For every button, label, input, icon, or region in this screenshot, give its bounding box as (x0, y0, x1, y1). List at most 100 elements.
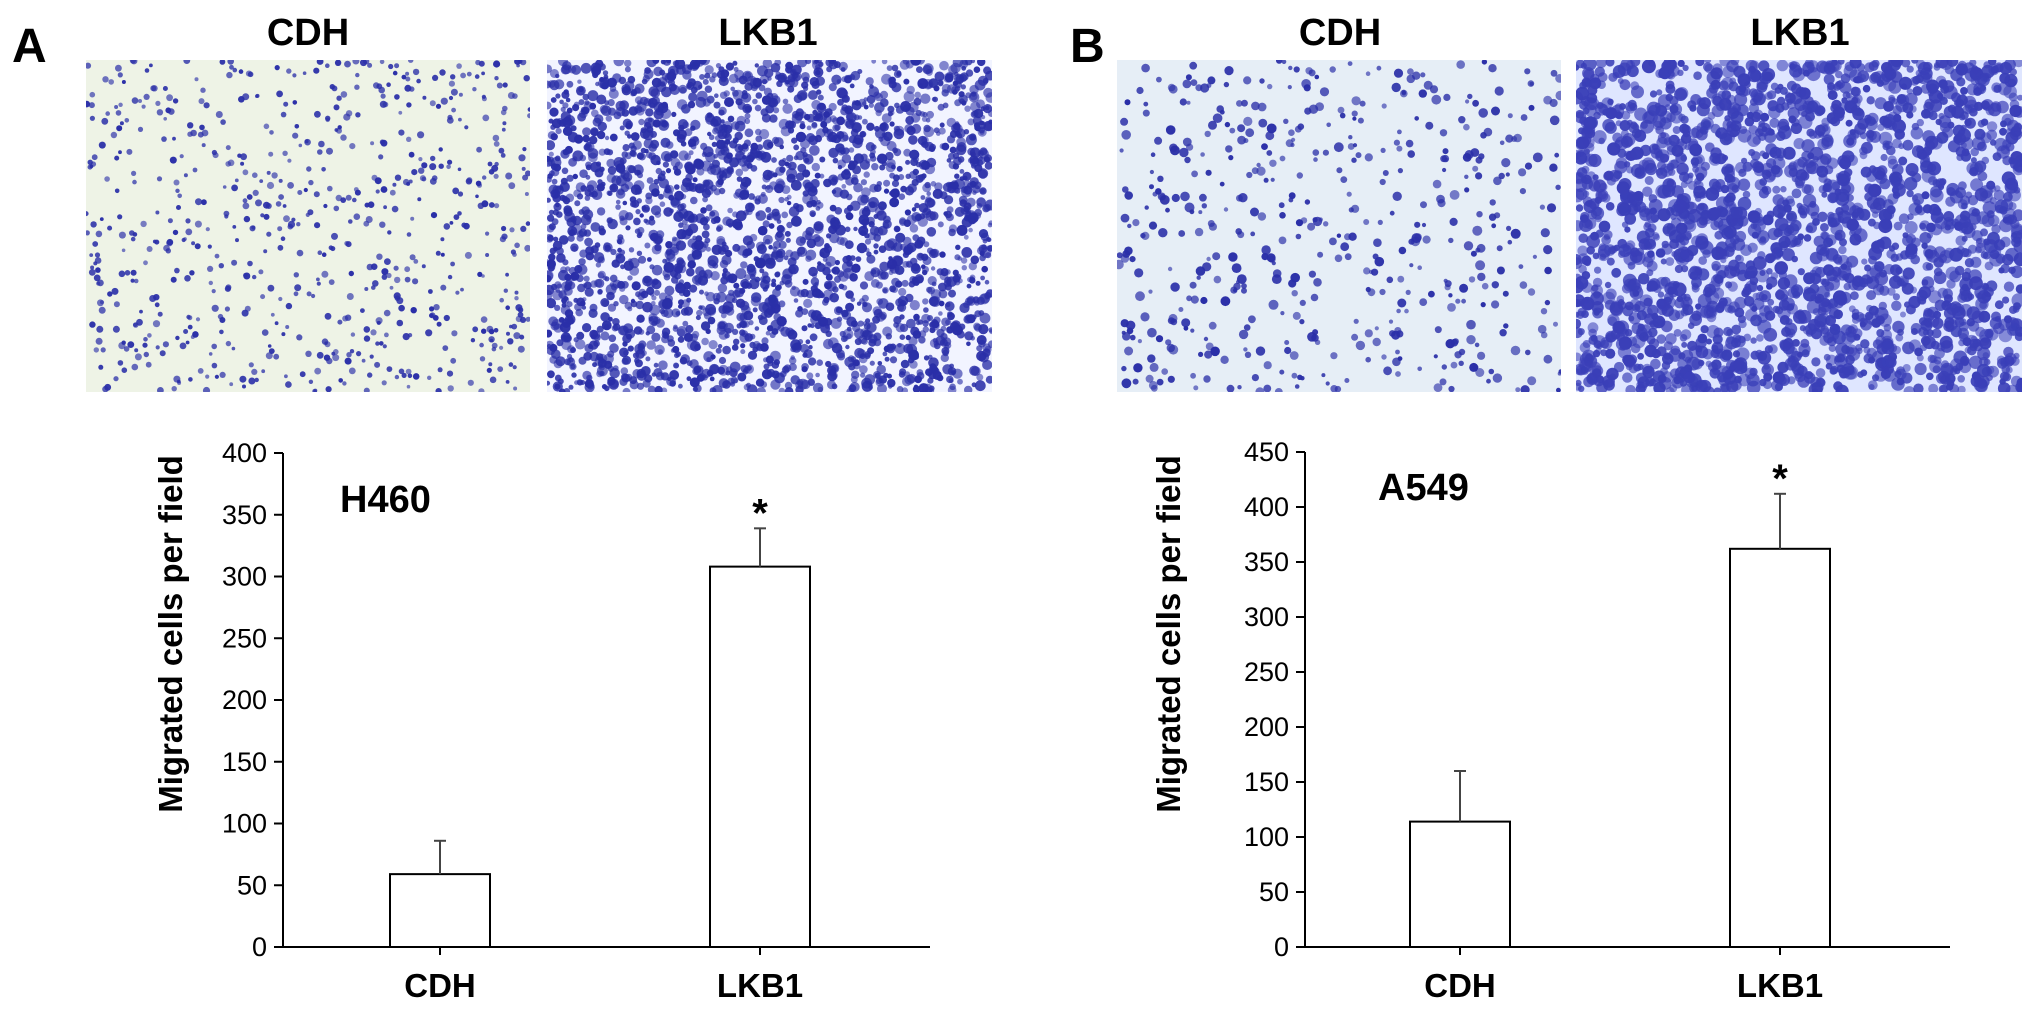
stained-cell (604, 135, 610, 141)
stained-cell (742, 155, 751, 164)
stained-cell (224, 285, 231, 292)
stained-cell (1339, 112, 1346, 119)
stained-cell (851, 370, 860, 379)
stained-cell (314, 110, 321, 118)
stained-cell (812, 60, 823, 71)
stained-cell (981, 265, 988, 273)
stained-cell (705, 246, 711, 252)
stained-cell (584, 195, 591, 201)
stained-cell (500, 153, 506, 158)
stained-cell (627, 134, 632, 139)
stained-cell (1190, 295, 1199, 304)
stained-cell (1363, 267, 1371, 275)
stained-cell (915, 174, 924, 183)
stained-cell (957, 378, 963, 385)
stained-cell (676, 257, 685, 265)
stained-cell (698, 184, 708, 193)
stained-cell (1728, 175, 1736, 183)
stained-cell (114, 188, 120, 194)
stained-cell (281, 332, 286, 337)
stained-cell (895, 298, 904, 307)
stained-cell (852, 361, 861, 370)
stained-cell (622, 387, 631, 392)
stained-cell (1231, 263, 1242, 273)
stained-cell (181, 237, 186, 243)
stained-cell (683, 281, 691, 290)
stained-cell (647, 385, 656, 392)
stained-cell (354, 189, 361, 196)
stained-cell (870, 144, 877, 151)
stained-cell (1182, 79, 1192, 89)
stained-cell (1168, 84, 1178, 94)
stained-cell (153, 294, 160, 301)
stained-cell (1926, 372, 1934, 381)
stained-cell (215, 111, 223, 118)
stained-cell (139, 309, 143, 314)
stained-cell (730, 376, 738, 384)
stained-cell (1257, 102, 1267, 112)
stained-cell (859, 365, 868, 374)
stained-cell (287, 223, 294, 230)
stained-cell (175, 335, 180, 341)
stained-cell (622, 200, 628, 206)
stained-cell (1243, 347, 1248, 352)
stained-cell (548, 118, 554, 124)
stained-cell (786, 221, 793, 229)
stained-cell (680, 182, 691, 193)
stained-cell (816, 201, 824, 209)
stained-cell (502, 121, 507, 126)
stained-cell (783, 255, 789, 261)
stained-cell (692, 386, 699, 392)
stained-cell (838, 271, 849, 282)
stained-cell (962, 60, 968, 66)
stained-cell (808, 345, 813, 350)
stained-cell (586, 382, 595, 390)
stained-cell (643, 275, 651, 284)
stained-cell (969, 133, 977, 141)
stained-cell (1465, 99, 1470, 104)
stained-cell (354, 84, 360, 90)
stained-cell (802, 278, 809, 285)
stained-cell (789, 286, 801, 297)
stained-cell (677, 336, 685, 343)
stained-cell (198, 98, 205, 105)
stained-cell (664, 187, 671, 194)
stained-cell (567, 234, 575, 242)
stained-cell (633, 217, 641, 226)
stained-cell (904, 124, 914, 133)
stained-cell (602, 242, 613, 253)
stained-cell (1900, 311, 1906, 318)
stained-cell (580, 62, 592, 74)
stained-cell (363, 335, 371, 342)
stained-cell (481, 96, 487, 102)
stained-cell (589, 351, 599, 362)
stained-cell (869, 84, 874, 89)
stained-cell (1407, 150, 1415, 158)
stained-cell (121, 248, 126, 253)
stained-cell (207, 244, 212, 249)
stained-cell (1355, 152, 1362, 159)
stained-cell (596, 94, 607, 105)
stained-cell (1407, 68, 1414, 75)
stained-cell (1203, 375, 1211, 383)
stained-cell (967, 118, 975, 126)
stained-cell (118, 270, 126, 278)
stained-cell (362, 60, 370, 65)
stained-cell (278, 296, 283, 302)
stained-cell (413, 259, 419, 264)
stained-cell (1986, 121, 1998, 132)
stained-cell (615, 100, 626, 111)
stained-cell (393, 265, 399, 271)
stained-cell (1906, 111, 1914, 119)
stained-cell (747, 384, 758, 392)
stained-cell (1642, 186, 1653, 197)
stained-cell (409, 254, 416, 261)
stained-cell (477, 202, 484, 209)
stained-cell (815, 372, 820, 378)
stained-cell (805, 339, 811, 345)
stained-cell (436, 321, 442, 327)
stained-cell (1537, 324, 1547, 334)
stained-cell (183, 173, 188, 178)
stained-cell (1797, 351, 1803, 358)
stained-cell (722, 272, 727, 278)
